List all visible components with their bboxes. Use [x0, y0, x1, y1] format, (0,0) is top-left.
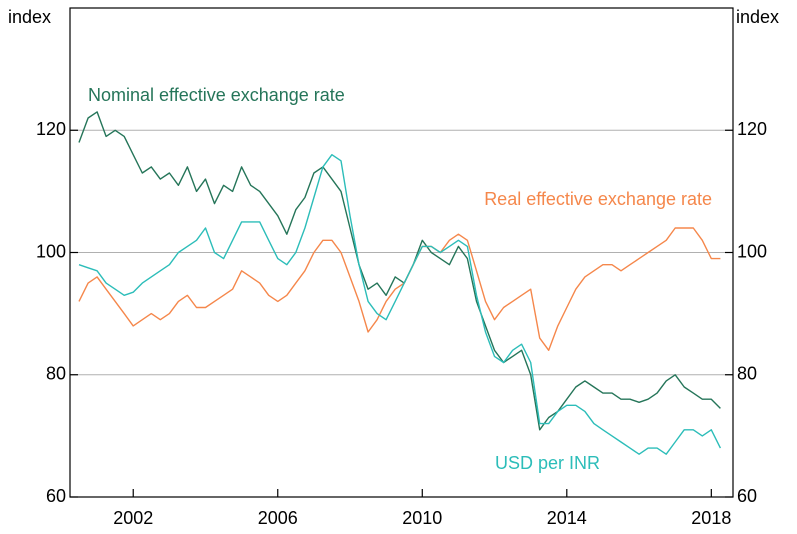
x-tick-label: 2006: [258, 508, 298, 528]
y2-tick-label: 60: [737, 486, 757, 506]
series-label: USD per INR: [495, 453, 600, 473]
y-tick-label: 60: [46, 486, 66, 506]
y2-tick-label: 120: [737, 119, 767, 139]
series-line: [78, 154, 722, 455]
y-tick-label: 100: [36, 241, 66, 261]
y2-tick-label: 80: [737, 364, 757, 384]
x-tick-label: 2002: [113, 508, 153, 528]
x-tick-label: 2010: [402, 508, 442, 528]
y2-axis-label: index: [736, 7, 779, 27]
y-axis-label: index: [8, 7, 51, 27]
y2-tick-label: 100: [737, 241, 767, 261]
x-tick-label: 2014: [547, 508, 587, 528]
series-line: [78, 227, 721, 351]
series-label: Nominal effective exchange rate: [88, 85, 345, 105]
x-tick-label: 2018: [691, 508, 731, 528]
plot-frame: [69, 7, 734, 498]
y-tick-label: 120: [36, 119, 66, 139]
y-tick-label: 80: [46, 364, 66, 384]
series-line: [78, 111, 721, 431]
series-label: Real effective exchange rate: [484, 189, 712, 209]
